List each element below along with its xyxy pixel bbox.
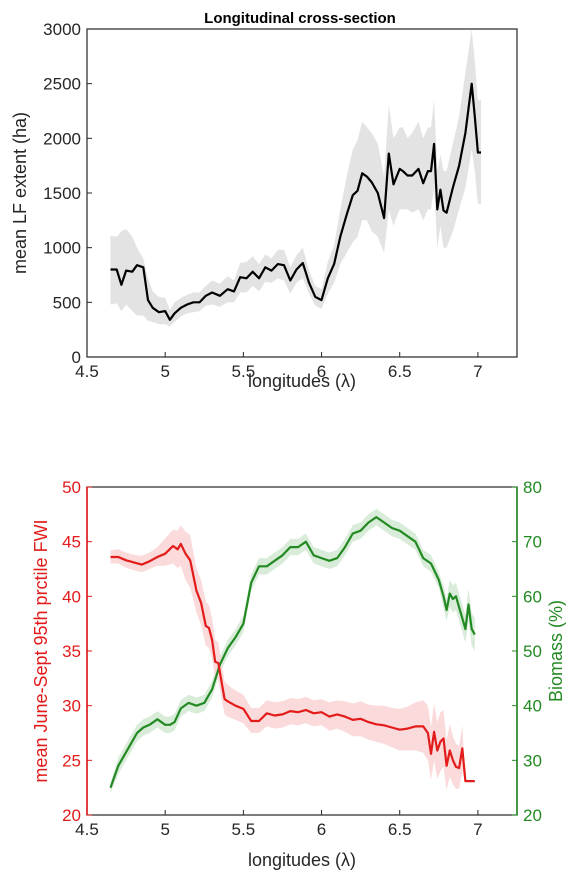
y-tick-label: 40 [62, 587, 81, 606]
top-x-axis: 4.5 5 5.5 6 6.5 7 [75, 352, 483, 381]
top-series-line-layer [110, 82, 481, 321]
x-tick-label: 6 [317, 820, 326, 839]
mean-lf-extent-line [110, 82, 481, 321]
x-tick-label: 5 [160, 362, 169, 381]
chart-title: Longitudinal cross-section [204, 10, 396, 27]
x-tick-label: 4.5 [75, 362, 99, 381]
y-tick-label: 25 [62, 751, 81, 770]
y-tick-label: 30 [523, 751, 542, 770]
y-tick-label: 1000 [43, 239, 81, 258]
y-tick-label: 80 [523, 478, 542, 497]
y-tick-label: 3000 [43, 20, 81, 39]
y-tick-label: 40 [523, 697, 542, 716]
top-y-axis: 0 500 1000 1500 2000 2500 3000 [43, 20, 92, 367]
y-tick-label: 50 [523, 642, 542, 661]
y-tick-label: 500 [53, 293, 81, 312]
y-tick-label: 1500 [43, 184, 81, 203]
chart-bottom: 4.5 5 5.5 6 6.5 7 20 25 30 35 40 45 50 20 30 40 50 60 70… [31, 478, 566, 870]
y-tick-label: 2000 [43, 129, 81, 148]
bottom-series-line-layer [109, 516, 476, 789]
fwi-line [110, 542, 475, 783]
x-tick-label: 7 [473, 820, 482, 839]
bottom-right-y-axis: 20 30 40 50 60 70 80 [512, 478, 542, 825]
bottom-x-axis-label: longitudes (λ) [248, 850, 356, 870]
chart-top: Longitudinal cross-section 4.5 5 5.5 6 6.5 7 … [10, 10, 518, 391]
bottom-left-y-axis-label: mean June-Sept 95th prctile FWI [31, 519, 51, 782]
x-tick-label: 5 [160, 820, 169, 839]
x-tick-label: 5.5 [232, 362, 256, 381]
y-tick-label: 20 [62, 806, 81, 825]
top-y-axis-label: mean LF extent (ha) [10, 112, 30, 274]
bottom-x-axis: 4.5 5 5.5 6 6.5 7 [75, 810, 483, 839]
bottom-right-y-axis-label: Biomass (%) [546, 600, 566, 702]
x-tick-label: 6.5 [388, 820, 412, 839]
y-tick-label: 50 [62, 478, 81, 497]
y-tick-label: 2500 [43, 75, 81, 94]
x-tick-label: 6 [317, 362, 326, 381]
x-tick-label: 5.5 [232, 820, 256, 839]
y-tick-label: 35 [62, 642, 81, 661]
y-tick-label: 30 [62, 697, 81, 716]
x-tick-label: 7 [473, 362, 482, 381]
y-tick-label: 20 [523, 806, 542, 825]
bottom-left-y-axis: 20 25 30 35 40 45 50 [62, 478, 92, 825]
bottom-uncertainty-band-layer [110, 508, 475, 794]
y-tick-label: 60 [523, 587, 542, 606]
fwi-band [110, 525, 475, 790]
y-tick-label: 45 [62, 533, 81, 552]
biomass-line [109, 516, 476, 789]
top-x-axis-label: longitudes (λ) [248, 371, 356, 391]
x-tick-label: 6.5 [388, 362, 412, 381]
y-tick-label: 70 [523, 533, 542, 552]
y-tick-label: 0 [72, 348, 81, 367]
x-tick-label: 4.5 [75, 820, 99, 839]
